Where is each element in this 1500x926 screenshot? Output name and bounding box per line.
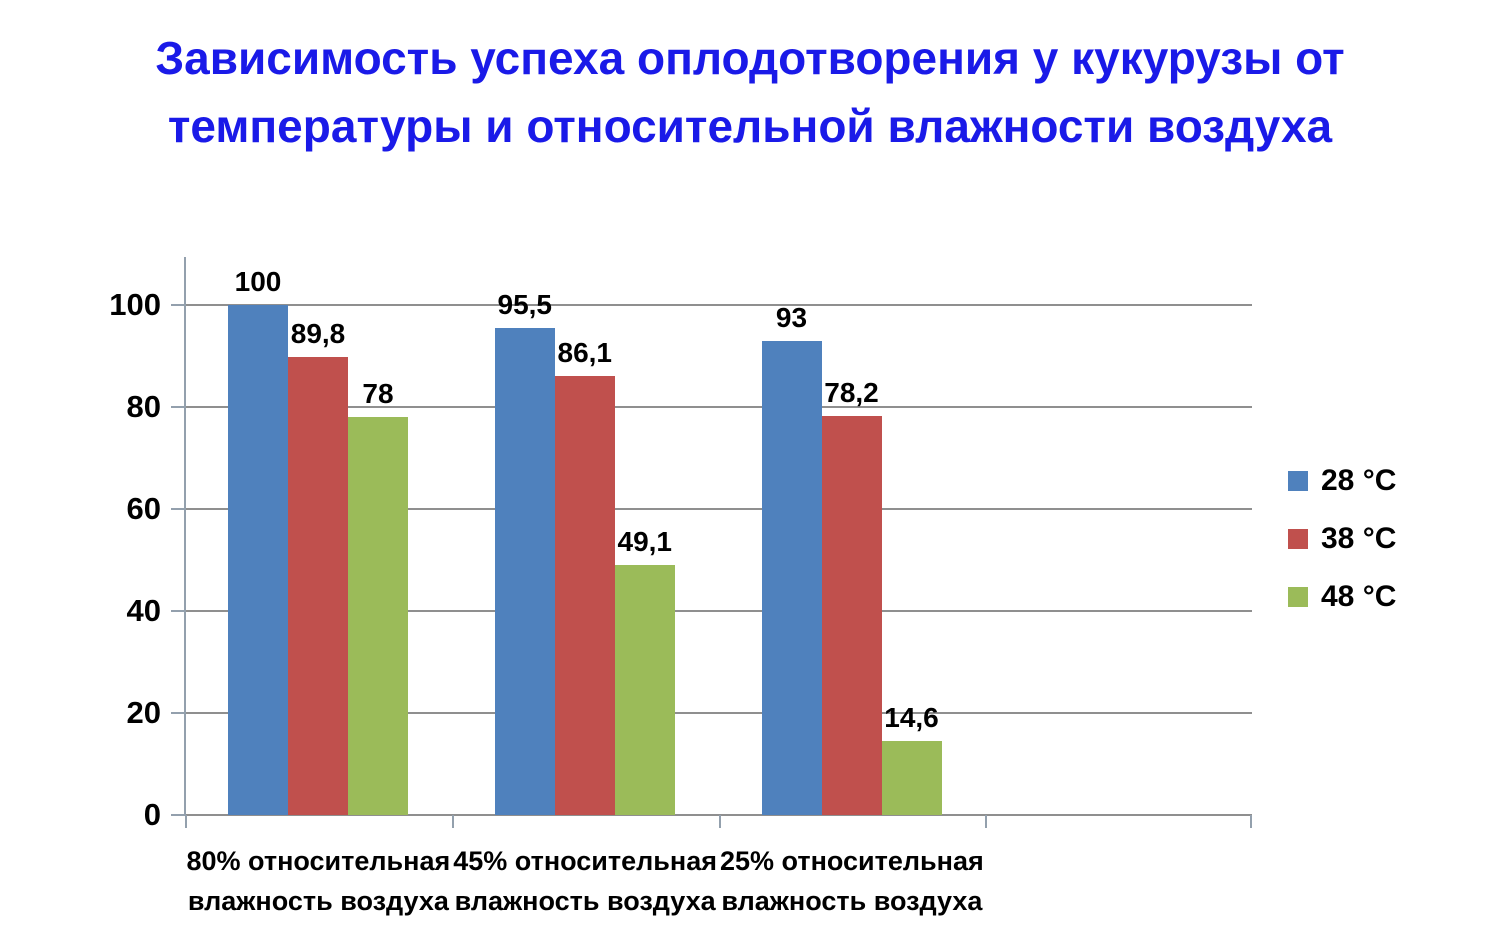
legend-item-28C: 28 °C <box>1288 464 1396 497</box>
y-tick-label-60: 60 <box>126 491 161 526</box>
bar-38C-cat2 <box>554 375 615 815</box>
legend: 28 °C 38 °C 48 °C <box>1288 464 1396 613</box>
legend-item-38C: 38 °C <box>1288 522 1396 555</box>
legend-swatch-icon <box>1288 587 1308 607</box>
value-label-38C-cat3: 78,2 <box>824 377 879 409</box>
legend-label: 28 °C <box>1321 464 1397 497</box>
gridline-100 <box>185 304 1252 306</box>
chart-title-line-1: Зависимость успеха оплодотворения у куку… <box>155 32 1345 84</box>
x-axis-tick-1 <box>451 815 454 828</box>
category-label-2: 45% относительная влажность воздуха <box>453 846 717 916</box>
legend-label: 48 °C <box>1321 580 1397 613</box>
y-tick-label-80: 80 <box>126 389 161 424</box>
gridline-80 <box>185 406 1252 408</box>
legend-swatch-icon <box>1288 529 1308 549</box>
x-axis-tick-4 <box>1250 815 1252 828</box>
category-label-3: 25% относительная влажность воздуха <box>720 846 984 916</box>
bar-48C-cat3 <box>881 740 942 815</box>
bar-28C-cat1 <box>228 305 288 815</box>
gridline-60 <box>185 508 1252 510</box>
gridline-20 <box>185 712 1252 714</box>
chart-title: Зависимость успеха оплодотворения у куку… <box>0 24 1500 160</box>
x-axis-tick-0 <box>185 815 187 828</box>
value-label-38C-cat2: 86,1 <box>557 336 613 368</box>
y-tick-label-40: 40 <box>126 593 161 628</box>
y-axis-tick-60 <box>171 508 185 510</box>
gridline-40 <box>185 610 1252 612</box>
value-label-48C-cat3: 14,6 <box>884 701 939 733</box>
bar-28C-cat2 <box>494 327 555 815</box>
value-label-28C-cat1: 100 <box>234 266 282 297</box>
value-label-48C-cat1: 78 <box>362 378 394 410</box>
x-axis-tick-2 <box>718 815 721 828</box>
value-label-38C-cat1: 89,8 <box>290 318 346 350</box>
category-label-1: 80% относительная влажность воздуха <box>186 846 451 916</box>
legend-item-48C: 48 °C <box>1288 580 1396 613</box>
legend-swatch-icon <box>1288 471 1308 491</box>
legend-label: 38 °C <box>1321 522 1397 555</box>
y-axis-tick-20 <box>171 712 185 714</box>
value-label-28C-cat2: 95,5 <box>497 288 553 320</box>
y-axis-tick-0 <box>171 814 185 816</box>
y-axis-tick-100 <box>171 304 185 306</box>
value-label-48C-cat2: 49,1 <box>617 525 673 557</box>
value-label-28C-cat3: 93 <box>775 301 808 333</box>
bar-48C-cat2 <box>614 564 675 815</box>
x-axis-tick-3 <box>985 815 988 828</box>
chart-title-line-2: температуры и относительной влажности во… <box>167 100 1333 152</box>
y-axis-tick-80 <box>171 406 185 408</box>
y-axis-tick-40 <box>171 610 185 612</box>
y-tick-label-20: 20 <box>126 695 161 730</box>
bar-28C-cat3 <box>761 340 822 815</box>
bar-38C-cat1 <box>288 357 348 815</box>
bar-48C-cat1 <box>348 417 408 815</box>
y-axis-line <box>184 257 186 816</box>
y-tick-label-100: 100 <box>109 287 161 322</box>
bar-38C-cat3 <box>821 416 882 815</box>
y-tick-label-0: 0 <box>143 797 161 832</box>
